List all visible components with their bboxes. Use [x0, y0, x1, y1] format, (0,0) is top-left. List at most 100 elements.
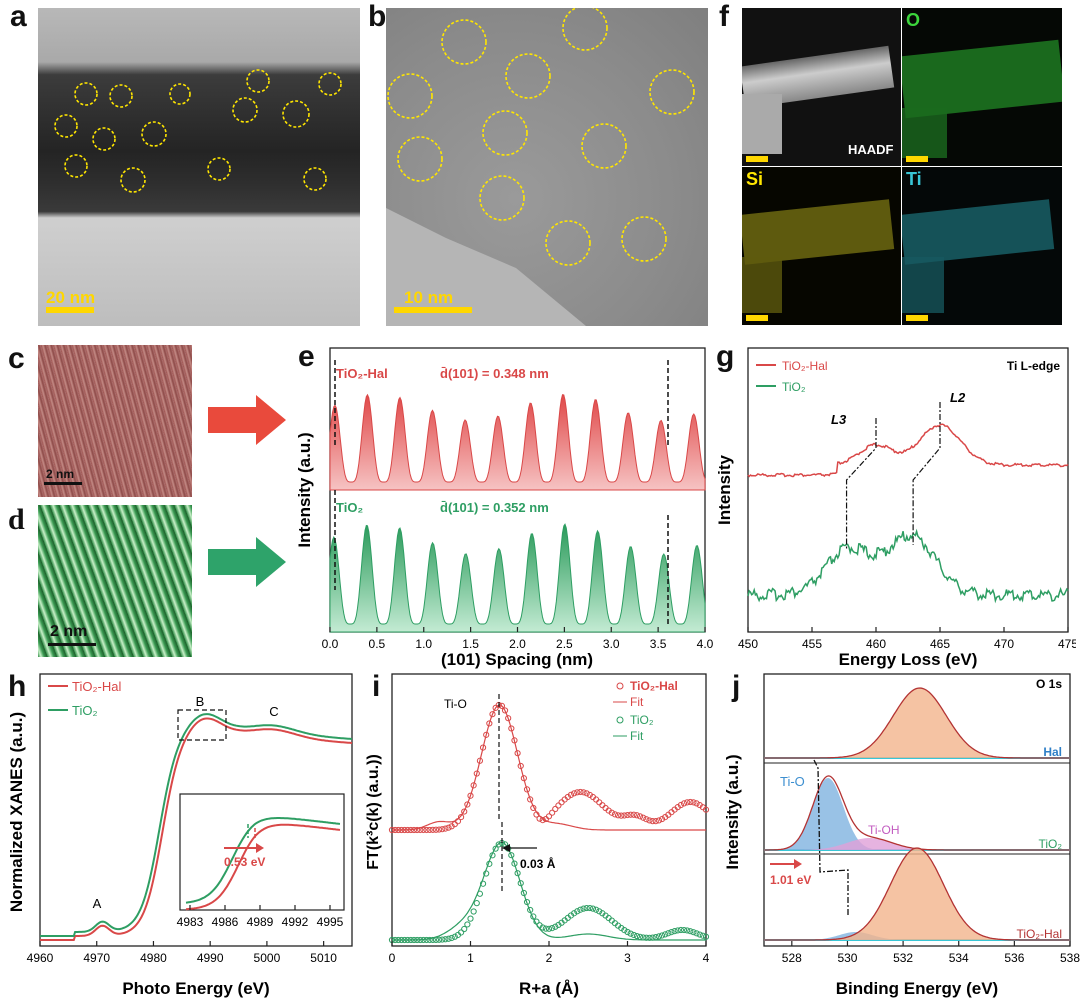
i-point-tio2hal [517, 762, 524, 770]
i-point-tio2hal [536, 815, 543, 822]
i-point-tio2 [671, 928, 678, 935]
i-point-tio2hal [429, 826, 436, 833]
i-point-tio2 [652, 934, 659, 941]
i-point-tio2hal [464, 801, 471, 808]
g-tick-4: 470 [994, 637, 1014, 651]
i-point-tio2 [429, 936, 436, 944]
edge-region-b [386, 8, 695, 326]
i-point-tio2hal [445, 824, 452, 831]
i-point-tio2 [633, 932, 641, 940]
j-series-tio2hal: TiO₂-Hal [1016, 927, 1062, 941]
e-annotation-green: d̄(101) = 0.352 nm [440, 500, 549, 515]
i-point-tio2hal [571, 790, 578, 797]
h-tick-1: 4970 [83, 951, 110, 965]
i-point-tio2 [423, 936, 430, 944]
i-point-tio2hal [702, 806, 710, 813]
i-point-tio2hal [658, 815, 666, 823]
i-point-tio2 [571, 910, 578, 917]
scalebar-label-d: 2 nm [50, 623, 88, 640]
eds-map-si: Si [742, 167, 901, 325]
i-point-tio2hal [577, 788, 584, 796]
e-tick-0: 0.0 [322, 637, 339, 651]
i-xlabel: R+a (Å) [519, 979, 579, 998]
g-legend-tio2: TiO₂ [782, 380, 806, 394]
i-point-tio2 [414, 936, 421, 944]
i-point-tio2 [674, 927, 681, 934]
i-point-tio2 [552, 923, 559, 930]
i-point-tio2hal [530, 804, 537, 812]
j-annotation-tio: Ti-O [780, 774, 805, 789]
i-point-tio2 [517, 880, 524, 887]
i-point-tio2 [492, 845, 499, 852]
i-point-tio2 [530, 913, 537, 920]
i-point-tio2hal [618, 812, 625, 819]
j-tick-5: 538 [1060, 951, 1080, 965]
i-point-tio2 [658, 932, 666, 939]
i-point-tio2hal [690, 799, 697, 806]
j-peak-hal [764, 688, 1070, 758]
i-point-tio2hal [583, 790, 590, 797]
i-point-tio2hal [501, 707, 509, 714]
j-series-tio2: TiO₂ [1038, 837, 1062, 851]
i-point-tio2 [436, 936, 443, 943]
i-point-tio2 [545, 925, 553, 932]
e-xlabel: (101) Spacing (nm) [441, 650, 593, 669]
i-point-tio2hal [633, 812, 641, 819]
h-tick-4: 5000 [254, 951, 281, 965]
i-point-tio2hal [539, 817, 546, 824]
chart-j: 1.01 eV Ti-O Ti-OH O 1s Hal TiO₂ TiO₂-Ha… [723, 673, 1080, 998]
panel-a-label: a [10, 0, 27, 33]
i-point-tio2hal [611, 811, 619, 818]
series-tio2-area [329, 523, 706, 633]
i-point-tio2hal [470, 782, 477, 789]
i-point-tio2 [586, 904, 593, 912]
i-point-tio2hal [514, 750, 521, 757]
map-label-haadf: HAADF [848, 142, 894, 157]
series-tio2hal-area [329, 393, 706, 491]
e-tick-1: 0.5 [369, 637, 386, 651]
h-inset-tick-4: 4995 [317, 915, 344, 929]
i-point-tio2 [407, 936, 414, 944]
i-point-tio2hal [461, 808, 468, 815]
i-point-tio2 [445, 935, 452, 942]
h-feature-c: C [269, 704, 278, 719]
i-point-tio2 [649, 934, 656, 941]
i-point-tio2 [426, 936, 433, 944]
i-point-tio2 [684, 927, 691, 934]
i-point-tio2 [643, 934, 650, 941]
e-annotation-red: d̄(101) = 0.348 nm [440, 366, 549, 381]
scalebar-label-a: 20 nm [46, 288, 96, 307]
i-point-tio2hal [486, 720, 493, 727]
i-point-tio2hal [687, 798, 694, 806]
h-feature-b: B [196, 694, 205, 709]
i-point-tio2 [483, 870, 490, 877]
j-tick-3: 534 [949, 951, 969, 965]
eds-map-haadf: HAADF [742, 8, 901, 166]
g-xlabel: Energy Loss (eV) [839, 650, 978, 669]
i-annotation-shift: 0.03 Å [520, 856, 556, 871]
j-ylabel: Intensity (a.u.) [723, 754, 742, 869]
i-point-tio2hal [473, 770, 480, 777]
i-point-tio2 [467, 915, 474, 922]
i-point-tio2hal [388, 826, 396, 834]
i-point-tio2 [621, 927, 628, 934]
i-point-tio2 [523, 898, 531, 906]
i-point-tio2hal [439, 826, 446, 833]
i-point-tio2hal [608, 809, 615, 816]
i-tick-1: 1 [467, 951, 474, 965]
panel-e-label: e [298, 340, 315, 373]
red-arrow [208, 395, 286, 445]
i-legend-fit1: Fit [630, 695, 644, 709]
i-point-tio2hal [489, 711, 496, 718]
chart-h: TiO₂-Hal TiO₂ A B C 0.53 eV 4983 4986 4989… [7, 673, 353, 998]
i-point-tio2 [420, 936, 427, 944]
green-arrow [208, 537, 286, 587]
e-tick-8: 4.0 [697, 637, 714, 651]
i-point-tio2 [593, 906, 600, 913]
i-point-tio2hal [614, 812, 622, 819]
i-point-tio2hal [624, 811, 631, 819]
i-point-tio2 [665, 930, 672, 937]
j-series-hal: Hal [1043, 745, 1062, 759]
i-point-tio2hal [558, 799, 565, 806]
panel-i-label: i [372, 670, 381, 703]
